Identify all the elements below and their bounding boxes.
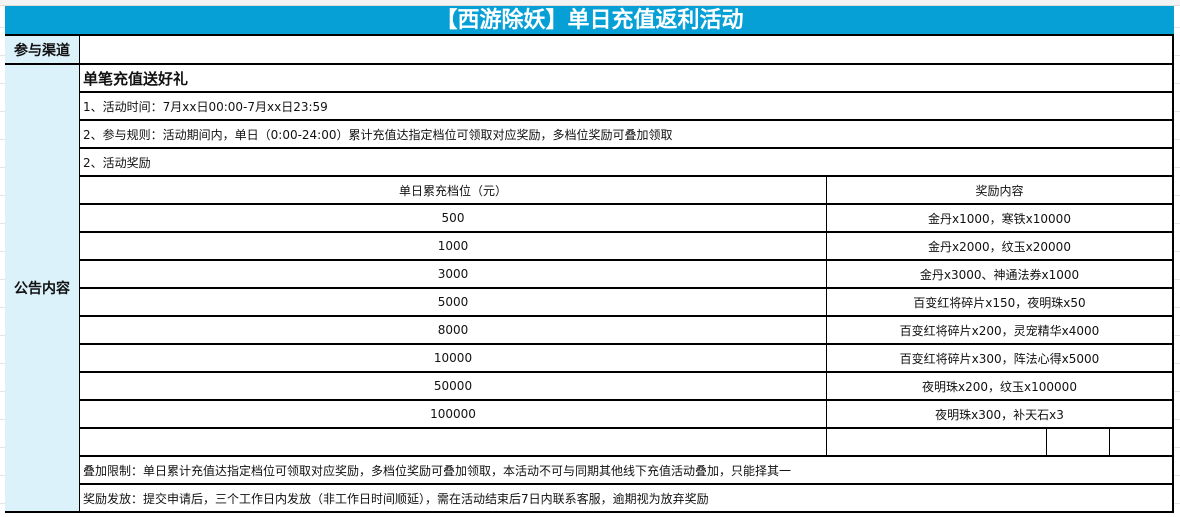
- content-label: 公告内容: [5, 65, 80, 513]
- footer-line[interactable]: 奖励发放：提交申请后，三个工作日内发放（非工作日时间顺延），需在活动结束后7日内…: [80, 485, 1174, 513]
- table-cell-tier[interactable]: 8000: [80, 317, 827, 345]
- footer-line[interactable]: 叠加限制：单日累计充值达指定档位可领取对应奖励，多档位奖励可叠加领取，本活动不可…: [80, 457, 1174, 485]
- content-line[interactable]: 2、参与规则：活动期间内，单日（0:00-24:00）累计充值达指定档位可领取对…: [80, 121, 1174, 149]
- table-cell-reward[interactable]: 金丹x2000，纹玉x20000: [827, 233, 1174, 261]
- column-header-strip: [0, 0, 1180, 6]
- table-cell-tier[interactable]: 5000: [80, 289, 827, 317]
- content-line[interactable]: 1、活动时间：7月xx日00:00-7月xx日23:59: [80, 93, 1174, 121]
- empty-cell[interactable]: [1110, 429, 1174, 457]
- content-heading[interactable]: 单笔充值送好礼: [80, 65, 1174, 93]
- content-line[interactable]: 2、活动奖励: [80, 149, 1174, 177]
- table-cell-reward[interactable]: 百变红将碎片x150，夜明珠x50: [827, 289, 1174, 317]
- empty-cell[interactable]: [80, 429, 827, 457]
- channel-value[interactable]: [80, 36, 1174, 65]
- table-cell-tier[interactable]: 3000: [80, 261, 827, 289]
- table-header-reward[interactable]: 奖励内容: [827, 177, 1174, 205]
- table-cell-tier[interactable]: 10000: [80, 345, 827, 373]
- page-title: 【西游除妖】单日充值返利活动: [5, 6, 1174, 36]
- table-cell-reward[interactable]: 夜明珠x200，纹玉x100000: [827, 373, 1174, 401]
- table-cell-tier[interactable]: 100000: [80, 401, 827, 429]
- channel-label: 参与渠道: [5, 36, 80, 65]
- table-cell-tier[interactable]: 500: [80, 205, 827, 233]
- table-cell-tier[interactable]: 50000: [80, 373, 827, 401]
- table-cell-reward[interactable]: 金丹x1000，寒铁x10000: [827, 205, 1174, 233]
- table-cell-reward[interactable]: 百变红将碎片x200，灵宠精华x4000: [827, 317, 1174, 345]
- table-cell-reward[interactable]: 夜明珠x300，补天石x3: [827, 401, 1174, 429]
- table-cell-tier[interactable]: 1000: [80, 233, 827, 261]
- table-cell-reward[interactable]: 金丹x3000、神通法券x1000: [827, 261, 1174, 289]
- empty-cell[interactable]: [827, 429, 1047, 457]
- table-header-tier[interactable]: 单日累充档位（元）: [80, 177, 827, 205]
- empty-cell[interactable]: [1047, 429, 1110, 457]
- table-cell-reward[interactable]: 百变红将碎片x300，阵法心得x5000: [827, 345, 1174, 373]
